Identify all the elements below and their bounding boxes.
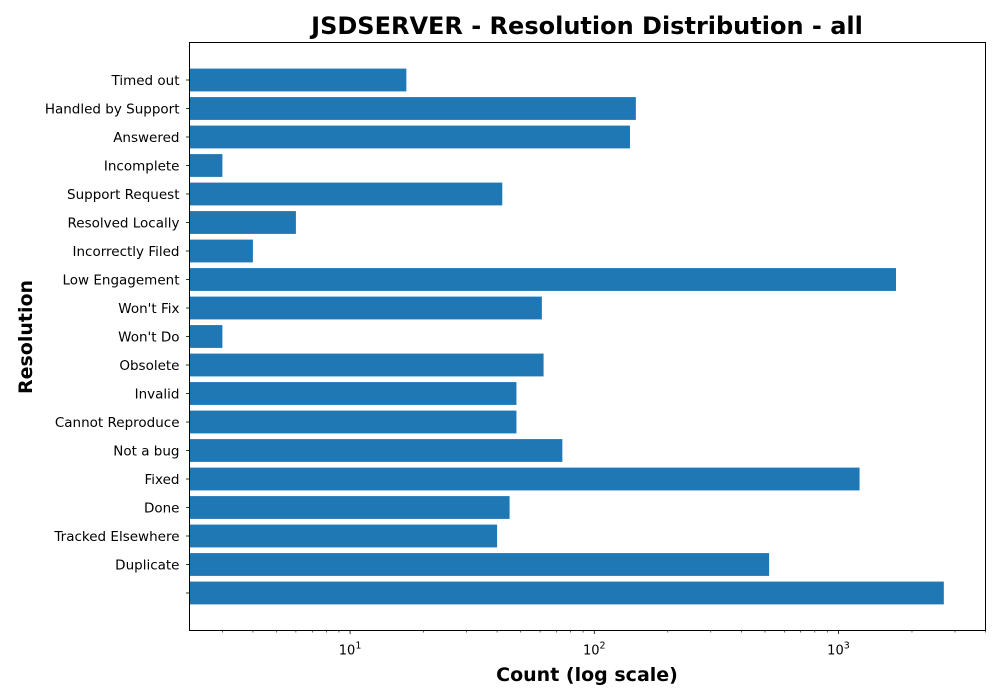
bar bbox=[189, 154, 223, 177]
y-tick-label: Obsolete bbox=[119, 358, 179, 374]
y-tick-label: Support Request bbox=[67, 187, 180, 203]
y-tick-label: Won't Do bbox=[118, 330, 179, 346]
x-tick-label: 103 bbox=[827, 641, 850, 659]
y-tick-label: Cannot Reproduce bbox=[55, 415, 180, 431]
y-tick-label: Not a bug bbox=[113, 444, 179, 460]
bar bbox=[189, 353, 544, 377]
y-tick-label: Won't Fix bbox=[118, 301, 179, 317]
bar bbox=[189, 581, 944, 605]
bar bbox=[189, 439, 563, 462]
bar bbox=[189, 382, 517, 405]
y-tick-label: Handled by Support bbox=[45, 102, 180, 118]
y-tick-label: Answered bbox=[113, 130, 179, 146]
y-tick-label: Incomplete bbox=[104, 159, 180, 175]
bar bbox=[189, 553, 770, 576]
bar bbox=[189, 182, 503, 206]
y-tick-label: Invalid bbox=[135, 387, 180, 403]
y-tick-label: Incorrectly Filed bbox=[73, 244, 180, 260]
bar bbox=[189, 524, 498, 548]
bars-group bbox=[189, 68, 944, 605]
y-tick-label: Fixed bbox=[145, 472, 180, 488]
bar bbox=[189, 410, 517, 434]
bar bbox=[189, 97, 636, 120]
bar bbox=[189, 68, 407, 92]
x-axis-title: Count (log scale) bbox=[496, 664, 678, 686]
y-axis-title: Resolution bbox=[15, 280, 37, 394]
chart-title: JSDSERVER - Resolution Distribution - al… bbox=[309, 12, 863, 40]
y-tick-label: Duplicate bbox=[115, 558, 179, 574]
bar bbox=[189, 211, 296, 234]
x-tick-label: 101 bbox=[339, 641, 362, 659]
y-tick-label: Tracked Elsewhere bbox=[53, 529, 179, 545]
bar bbox=[189, 325, 223, 348]
y-tick-label: Timed out bbox=[110, 73, 179, 89]
y-tick-label: Low Engagement bbox=[63, 273, 180, 289]
x-tick-label: 102 bbox=[583, 641, 606, 659]
x-axis: 101 102 103 bbox=[222, 630, 986, 659]
bar bbox=[189, 296, 542, 320]
bar bbox=[189, 496, 510, 519]
y-tick-label: Done bbox=[144, 501, 180, 517]
bar bbox=[189, 467, 860, 491]
bar bbox=[189, 239, 253, 263]
y-tick-label: Resolved Locally bbox=[67, 216, 179, 232]
bar bbox=[189, 125, 630, 149]
y-axis: Duplicate Tracked Elsewhere Done Fixed Not a… bbox=[45, 73, 190, 594]
bar bbox=[189, 268, 896, 291]
